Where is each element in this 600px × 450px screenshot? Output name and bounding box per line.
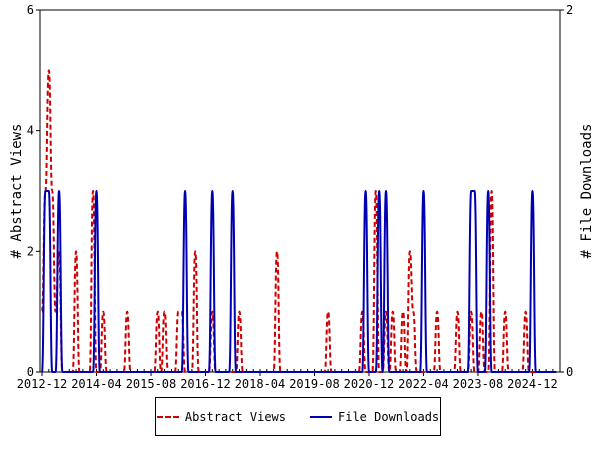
x-tick-label: 2020-12: [344, 377, 395, 391]
x-tick-label: 2022-04: [398, 377, 449, 391]
x-tick-label: 2012-12: [17, 377, 68, 391]
legend-label: File Downloads: [338, 409, 440, 424]
legend: Abstract Views File Downloads: [155, 397, 441, 436]
legend-item-abstract-views: Abstract Views: [156, 409, 286, 424]
y-tick-label-right: 0: [566, 365, 573, 379]
legend-label: Abstract Views: [184, 409, 286, 424]
x-tick-label: 2018-04: [235, 377, 286, 391]
series-line-file-downloads: [41, 189, 557, 374]
y-axis-title-left: # Abstract Views: [9, 124, 25, 259]
y-tick-label-left: 6: [27, 3, 34, 17]
x-tick-label: 2024-12: [507, 377, 558, 391]
x-tick-label: 2014-04: [71, 377, 122, 391]
y-axis-title-right: # File Downloads: [579, 124, 595, 259]
x-tick-label: 2019-08: [289, 377, 340, 391]
legend-swatch-solid: [310, 415, 332, 418]
legend-swatch-dashed: [156, 415, 179, 418]
y-tick-label-left: 4: [27, 124, 34, 138]
x-tick-label: 2023-08: [453, 377, 504, 391]
x-tick-label: 2015-08: [126, 377, 177, 391]
y-tick-label-right: 2: [566, 3, 573, 17]
y-tick-label-left: 0: [27, 365, 34, 379]
y-tick-label-left: 2: [27, 244, 34, 258]
x-tick-label: 2016-12: [180, 377, 231, 391]
legend-item-file-downloads: File Downloads: [310, 410, 439, 424]
